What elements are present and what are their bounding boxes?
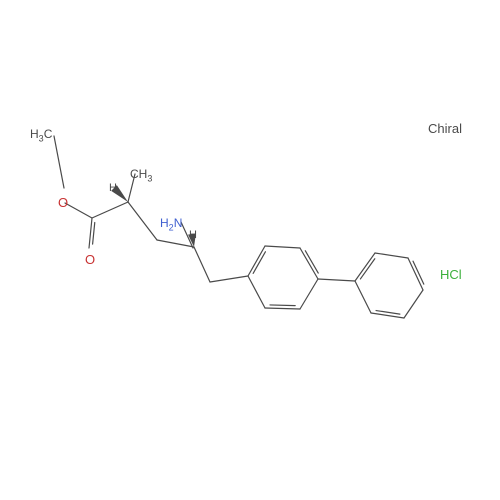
carbonyl-o-label: O [85, 253, 95, 266]
molecule-canvas [0, 0, 500, 500]
methyl-label: CH3 [130, 168, 152, 183]
wedge-h2-label: H [189, 230, 197, 241]
chiral-label: Chiral [428, 122, 462, 135]
hcl-label: HCl [440, 268, 462, 281]
wedge-h1-label: H [109, 183, 117, 194]
ester-o-label: O [58, 196, 68, 209]
ethyl-ch3-label: H3C [30, 128, 52, 143]
nh2-label: H2N [160, 217, 182, 232]
